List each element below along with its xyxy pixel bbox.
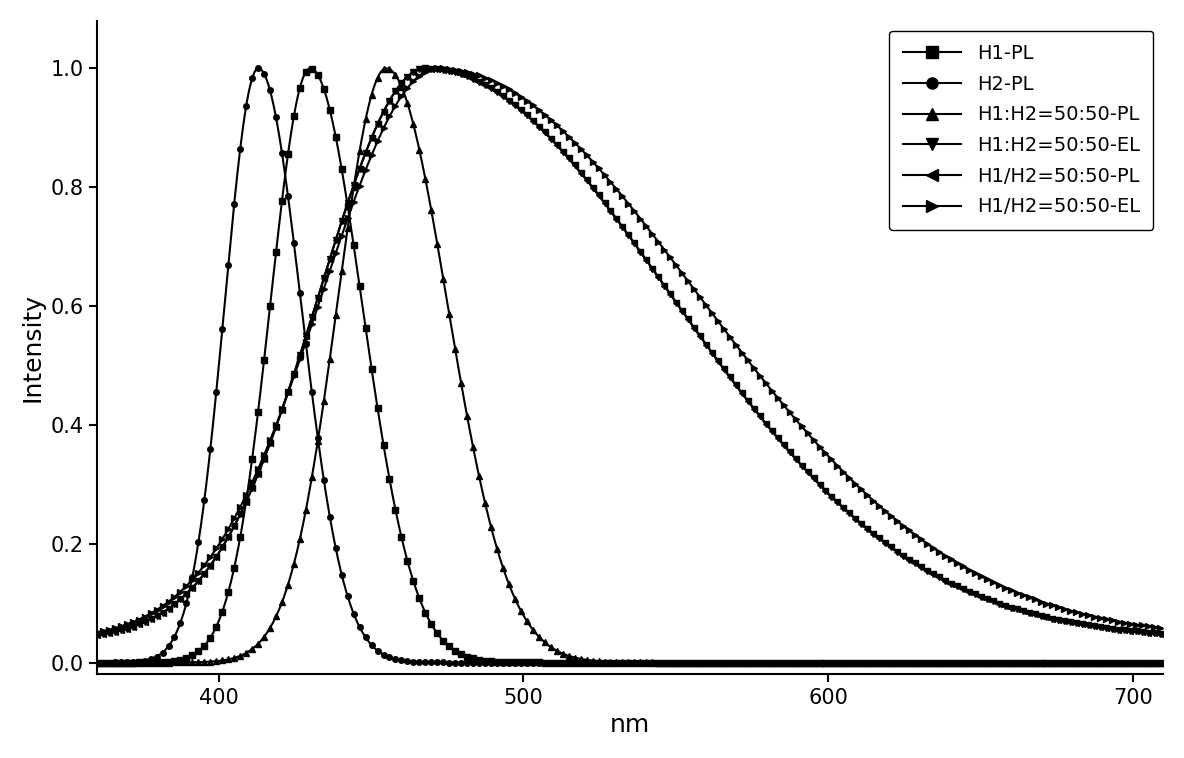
Y-axis label: Intensity: Intensity <box>21 293 45 402</box>
X-axis label: nm: nm <box>610 713 650 738</box>
Legend: H1-PL, H2-PL, H1:H2=50:50-PL, H1:H2=50:50-EL, H1/H2=50:50-PL, H1/H2=50:50-EL: H1-PL, H2-PL, H1:H2=50:50-PL, H1:H2=50:5… <box>889 30 1153 230</box>
